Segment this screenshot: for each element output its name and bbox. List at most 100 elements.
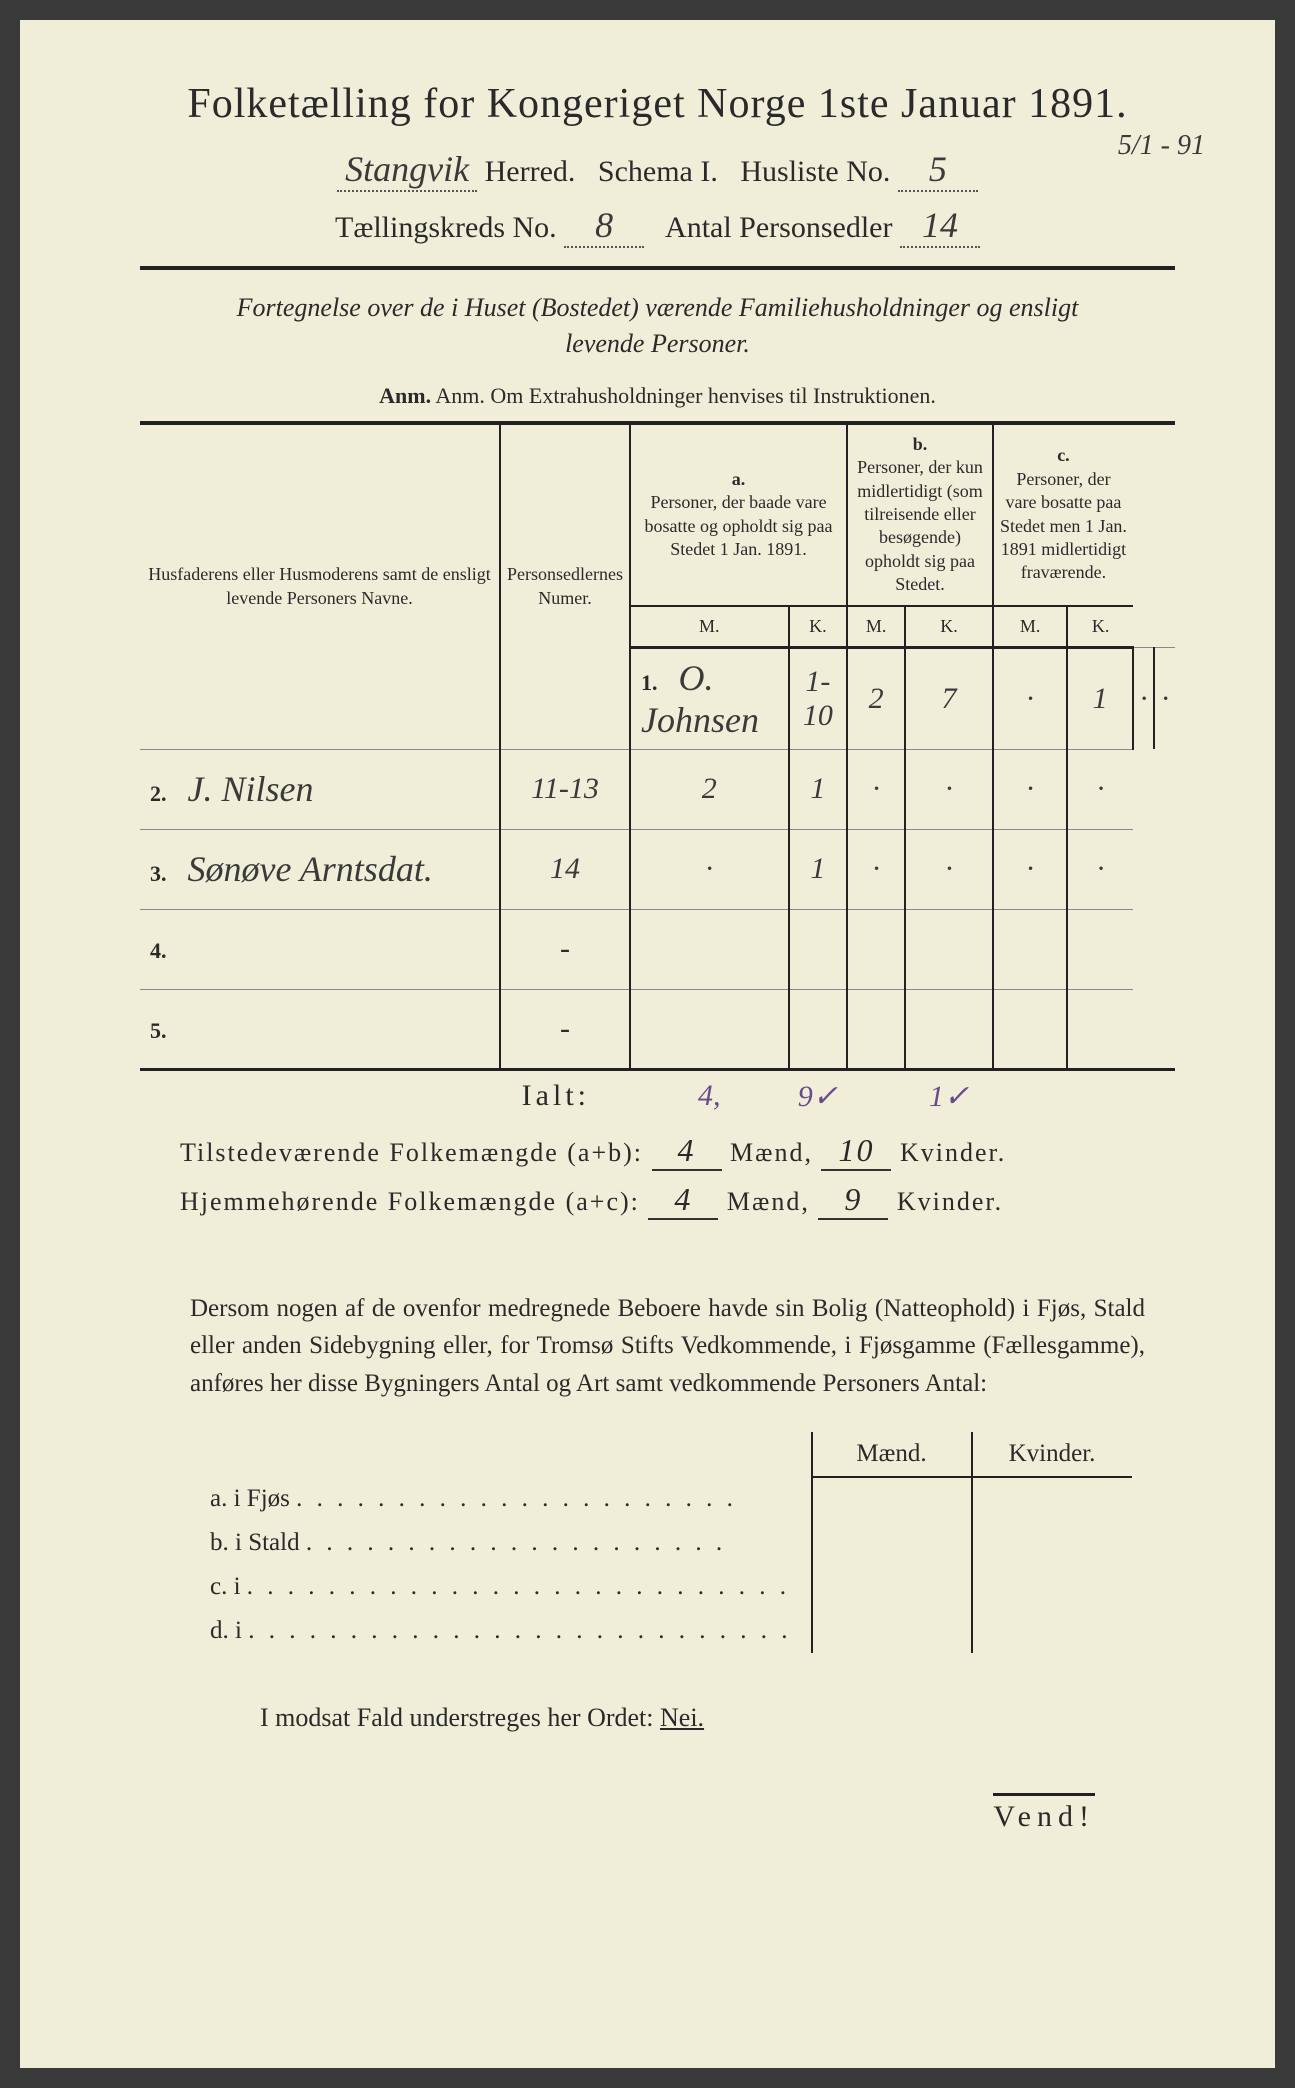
summary-line-2: Hjemmehørende Folkemængde (a+c): 4 Mænd,… [180,1181,1175,1220]
col-header-a: a. Personer, der baade vare bosatte og op… [630,423,847,606]
kreds-value: 8 [564,204,644,248]
lower-row: d. i . . . . . . . . . . . . . . . . . .… [200,1609,1132,1653]
summary2-label: Hjemmehørende Folkemængde (a+c): [180,1187,640,1216]
kvinder-header: Kvinder. [972,1432,1132,1477]
col-header-names: Husfaderens eller Husmoderens samt de en… [140,423,500,750]
lower-row: b. i Stald . . . . . . . . . . . . . . .… [200,1521,1132,1565]
cell [847,909,905,989]
cell [1067,989,1133,1069]
cell: 1 [1067,647,1133,749]
cell: · [1154,647,1175,749]
cell: · [630,829,789,909]
cell [972,1565,1132,1609]
summary1-m: 4 [652,1132,722,1171]
cell: - [500,909,630,989]
maend-label: Mænd, [727,1187,810,1216]
anm-note: Anm. Anm. Om Extrahusholdninger henvises… [140,383,1175,409]
cell [905,909,993,989]
cell [993,909,1067,989]
table-row: 2. J. Nilsen 11-13 2 1 · · · · [140,749,1175,829]
c-text: Personer, der vare bosatte paa Stedet me… [1000,469,1127,583]
row-d: d. i . . . . . . . . . . . . . . . . . .… [200,1609,812,1653]
c-k: K. [1067,606,1133,648]
summary1-k: 10 [821,1132,891,1171]
ialt-label: Ialt: [140,1069,630,1122]
col-header-numer: Personsedlernes Numer. [500,423,630,750]
vend-label: Vend! [993,1793,1095,1834]
cell: 11-13 [500,749,630,829]
cell [630,989,789,1069]
cell [630,909,789,989]
b-m: M. [847,606,905,648]
cell: 1 [789,749,848,829]
a-label: a. [732,469,746,489]
cell: 1 [789,829,848,909]
cell [1067,1069,1133,1122]
cell [972,1521,1132,1565]
personsedler-label: Antal Personsedler [665,211,892,244]
cell: · [847,829,905,909]
cell [972,1609,1132,1653]
cell [905,989,993,1069]
a-text: Personer, der baade vare bosatte og opho… [645,492,833,559]
cell [812,1521,972,1565]
ialt-row: Ialt: 4, 9✓ 1✓ [140,1069,1175,1122]
b-label: b. [913,434,928,454]
a-m: M. [630,606,789,648]
header-line-2: Tællingskreds No. 8 Antal Personsedler 1… [140,204,1175,248]
schema-label: Schema I. [598,155,718,188]
cell [847,989,905,1069]
table-row: 3. Sønøve Arntsdat. 14 · 1 · · · · [140,829,1175,909]
row-num: 1. [641,670,671,696]
nei-line: I modsat Fald understreges her Ordet: Ne… [260,1703,1175,1733]
cell: · [905,749,993,829]
row-num: 2. [150,781,180,807]
cell: · [993,647,1067,749]
cell: 2 [847,647,905,749]
anm-text: Anm. Om Extrahusholdninger henvises til … [435,383,935,408]
cell: - [500,989,630,1069]
herred-label: Herred. [485,155,576,188]
ialt-am: 4, [630,1069,789,1122]
intro-text: Fortegnelse over de i Huset (Bostedet) v… [200,290,1115,363]
cell [993,1069,1067,1122]
maend-header: Mænd. [812,1432,972,1477]
kreds-label: Tællingskreds No. [335,211,557,244]
row-b: b. i Stald . . . . . . . . . . . . . . .… [200,1521,812,1565]
col-header-c: c. Personer, der vare bosatte paa Stedet … [993,423,1133,606]
census-form-page: 5/1 - 91 Folketælling for Kongeriget Nor… [20,20,1275,2068]
summary1-label: Tilstedeværende Folkemængde (a+b): [180,1138,643,1167]
kvinder-label: Kvinder. [897,1187,1003,1216]
husliste-label: Husliste No. [740,155,890,188]
personsedler-value: 14 [900,204,980,248]
cell: · [1067,829,1133,909]
lower-table: Mænd. Kvinder. a. i Fjøs . . . . . . . .… [200,1432,1132,1653]
cell: · [993,749,1067,829]
kvinder-label: Kvinder. [900,1138,1006,1167]
cell [789,989,848,1069]
cell [847,1069,905,1122]
husliste-value: 5 [898,148,978,192]
cell [993,989,1067,1069]
c-label: c. [1057,445,1070,465]
row-a: a. i Fjøs . . . . . . . . . . . . . . . … [200,1477,812,1521]
census-table: Husfaderens eller Husmoderens samt de en… [140,421,1175,1122]
lower-row: c. i . . . . . . . . . . . . . . . . . .… [200,1565,1132,1609]
summary2-k: 9 [818,1181,888,1220]
cell: · [905,829,993,909]
a-k: K. [789,606,848,648]
cell: 14 [500,829,630,909]
table-row: 4. - [140,909,1175,989]
b-k: K. [905,606,993,648]
cell [812,1609,972,1653]
cell: · [993,829,1067,909]
person-name: Sønøve Arntsdat. [188,849,433,889]
table-row: 5. - [140,989,1175,1069]
cell [812,1477,972,1521]
cell: 1-10 [789,647,848,749]
instructions-paragraph: Dersom nogen af de ovenfor medregnede Be… [190,1290,1145,1403]
cell [1067,909,1133,989]
b-text: Personer, der kun midlertidigt (som tilr… [857,457,983,594]
herred-value: Stangvik [337,148,477,192]
divider [140,266,1175,270]
